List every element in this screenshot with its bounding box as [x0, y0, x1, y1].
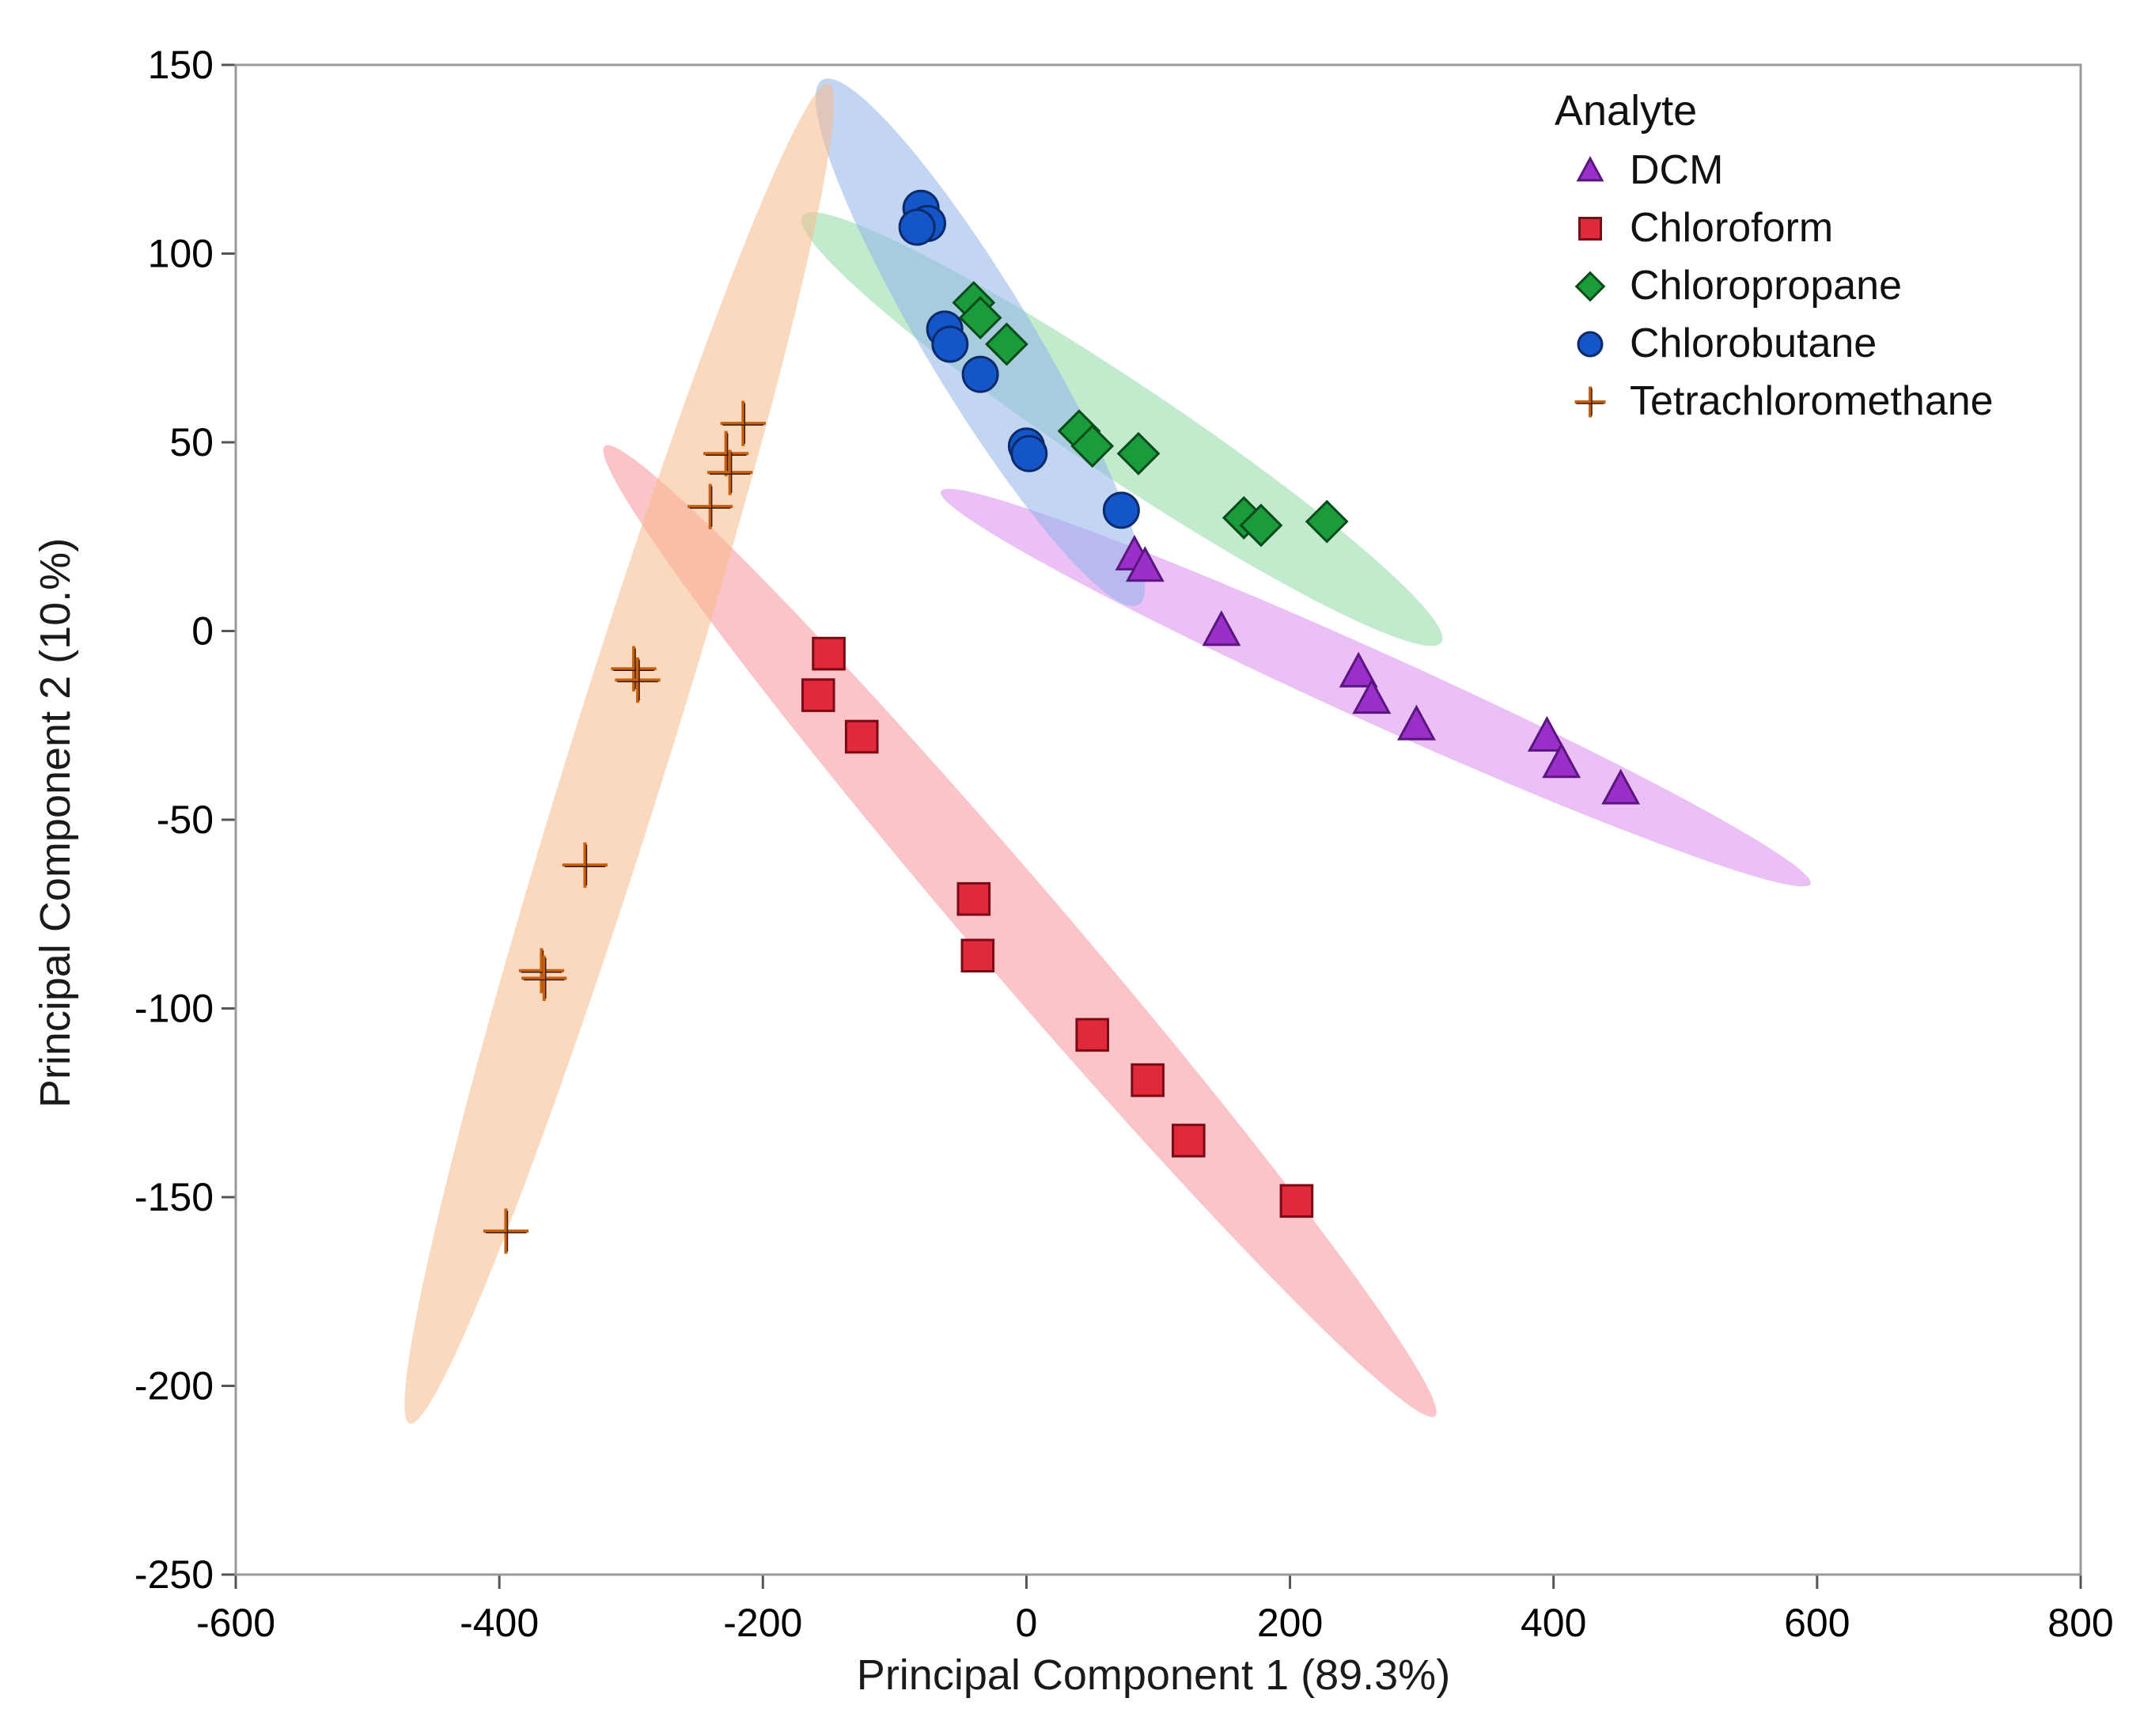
point-tetrachloromethane: [615, 657, 661, 703]
point-dcm: [1542, 742, 1581, 779]
point-chloropropane: [958, 296, 1002, 340]
point-tetrachloromethane: [720, 400, 766, 446]
y-tick-label: 150: [148, 43, 214, 87]
legend-label-dcm: DCM: [1630, 147, 1723, 193]
y-tick-label: -250: [134, 1552, 214, 1597]
point-chlorobutane: [1102, 491, 1140, 529]
x-tick-label: 0: [1016, 1601, 1038, 1645]
point-tetrachloromethane: [707, 449, 753, 495]
point-dcm: [1352, 678, 1392, 714]
point-chloropropane: [985, 322, 1028, 366]
point-tetrachloromethane: [562, 842, 608, 888]
point-dcm: [1397, 704, 1436, 741]
y-tick-label: -100: [134, 987, 214, 1031]
y-tick-label: -150: [134, 1175, 214, 1219]
legend-marker-chlorobutane: [1577, 331, 1604, 358]
y-tick-label: -200: [134, 1364, 214, 1408]
point-chlorobutane: [1010, 434, 1048, 472]
point-dcm: [1202, 610, 1241, 646]
point-tetrachloromethane: [521, 955, 567, 1001]
legend-label-chloroform: Chloroform: [1630, 205, 1833, 251]
ellipse-chlorobutane: [815, 78, 1146, 606]
point-dcm: [1125, 546, 1165, 582]
ellipse-tetrachloromethane: [404, 83, 835, 1424]
point-dcm: [1339, 651, 1378, 688]
point-chloropropane: [1070, 424, 1115, 468]
y-axis-title: Principal Component 2 (10.%): [32, 538, 79, 1108]
point-dcm: [1601, 768, 1641, 805]
point-chloroform: [801, 678, 835, 712]
point-tetrachloromethane: [483, 1208, 529, 1254]
data-points: [483, 189, 1641, 1254]
legend-marker-chloropropane: [1574, 271, 1606, 302]
point-chloropropane: [1305, 499, 1349, 544]
point-tetrachloromethane: [611, 646, 657, 692]
legend-title: Analyte: [1555, 87, 1697, 135]
point-chloropropane: [1116, 431, 1161, 476]
x-tick-label: 600: [1784, 1601, 1850, 1645]
axes: -600 -400 -200 0 200 400 600 800 150 100 50 0 -50 -10…: [134, 43, 2114, 1645]
legend-label-tetrachloromethane: Tetrachloromethane: [1630, 378, 1994, 424]
x-tick-label: 400: [1521, 1601, 1586, 1645]
legend-label-chlorobutane: Chlorobutane: [1630, 320, 1877, 366]
legend-marker-chloroform: [1578, 217, 1602, 241]
point-chloroform: [812, 636, 846, 671]
plot-frame: [234, 63, 2082, 1576]
point-chloroform: [1131, 1063, 1165, 1097]
legend-marker-tetrachloromethane: [1574, 386, 1606, 418]
point-tetrachloromethane: [703, 430, 749, 476]
x-tick-label: 800: [2047, 1601, 2113, 1645]
x-tick-label: 200: [1257, 1601, 1323, 1645]
point-chlorobutane: [898, 208, 936, 246]
point-chlorobutane: [931, 325, 969, 363]
y-tick-label: 0: [191, 609, 214, 654]
legend-marker-dcm: [1576, 156, 1604, 182]
y-tick-label: 100: [148, 232, 214, 276]
point-chloroform: [960, 938, 995, 973]
point-chlorobutane: [961, 355, 999, 393]
x-tick-label: -600: [196, 1601, 275, 1645]
y-tick-label: -50: [157, 798, 214, 842]
legend-label-chloropropane: Chloropropane: [1630, 263, 1902, 309]
x-axis-title: Principal Component 1 (89.3%): [857, 1651, 1450, 1699]
legend: Analyte DCM Chloroform Chloropropane Chloro…: [1555, 87, 1994, 424]
y-tick-label: 50: [169, 420, 214, 464]
point-chloroform: [1075, 1018, 1110, 1052]
point-tetrachloromethane: [687, 483, 733, 529]
x-tick-label: -200: [723, 1601, 802, 1645]
point-chloroform: [1279, 1184, 1314, 1219]
point-dcm: [1527, 715, 1566, 752]
point-chloroform: [956, 881, 991, 916]
point-chloroform: [1172, 1124, 1206, 1158]
point-chloropropane: [1239, 503, 1283, 548]
x-tick-label: -400: [460, 1601, 539, 1645]
point-chloroform: [844, 719, 879, 754]
